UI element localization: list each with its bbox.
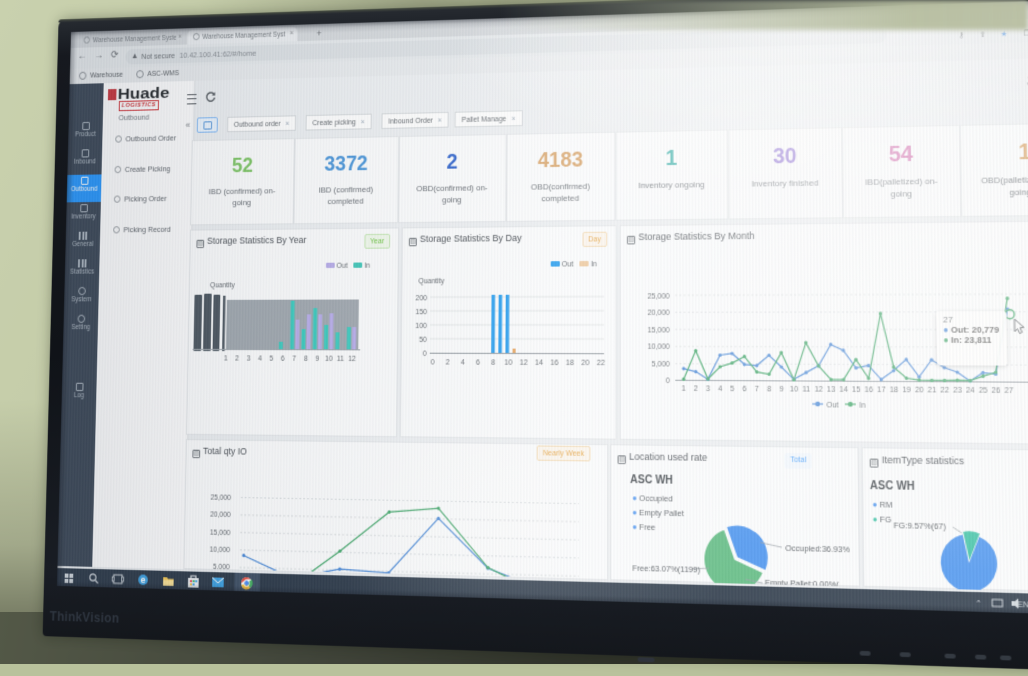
svg-text:13: 13 — [827, 386, 836, 394]
svg-text:8: 8 — [491, 359, 495, 367]
svg-text:12: 12 — [520, 359, 528, 367]
svg-text:0: 0 — [666, 377, 670, 385]
svg-text:11: 11 — [802, 386, 810, 394]
svg-text:22: 22 — [940, 387, 949, 395]
svg-text:4: 4 — [461, 359, 465, 367]
svg-text:6: 6 — [281, 355, 285, 363]
svg-text:12: 12 — [815, 386, 824, 394]
svg-text:200: 200 — [416, 295, 428, 303]
svg-text:0: 0 — [423, 350, 427, 358]
svg-text:10,000: 10,000 — [647, 343, 670, 351]
svg-text:5,000: 5,000 — [213, 563, 230, 571]
svg-text:9: 9 — [315, 355, 319, 363]
svg-text:10: 10 — [504, 359, 512, 367]
svg-text:27: 27 — [1005, 387, 1014, 395]
svg-text:2: 2 — [446, 359, 450, 367]
svg-text:10: 10 — [790, 386, 799, 394]
svg-text:14: 14 — [535, 359, 543, 367]
svg-text:20: 20 — [915, 386, 924, 394]
svg-text:20,000: 20,000 — [210, 511, 231, 519]
svg-text:12: 12 — [348, 355, 356, 363]
svg-text:7: 7 — [755, 385, 760, 393]
svg-text:25,000: 25,000 — [210, 494, 231, 502]
svg-text:1: 1 — [224, 355, 228, 363]
svg-text:15,000: 15,000 — [210, 529, 231, 537]
svg-text:22: 22 — [597, 359, 605, 367]
svg-text:FG:9.57%(67): FG:9.57%(67) — [894, 521, 947, 532]
svg-text:150: 150 — [415, 309, 427, 317]
svg-text:19: 19 — [902, 386, 911, 394]
svg-text:0: 0 — [431, 359, 435, 367]
svg-text:Free:63.07%(1199): Free:63.07%(1199) — [632, 564, 700, 575]
svg-text:5: 5 — [730, 385, 735, 393]
svg-text:20,000: 20,000 — [647, 309, 670, 317]
svg-text:18: 18 — [890, 386, 899, 394]
svg-text:6: 6 — [476, 359, 480, 367]
svg-text:15: 15 — [852, 386, 861, 394]
svg-text:5,000: 5,000 — [652, 361, 671, 369]
svg-text:4: 4 — [718, 385, 722, 393]
svg-text:6: 6 — [743, 385, 748, 393]
svg-text:Out: Out — [826, 402, 839, 410]
svg-text:10: 10 — [325, 355, 333, 363]
svg-text:⌃: ⌃ — [975, 599, 982, 609]
svg-text:100: 100 — [415, 322, 427, 330]
svg-text:18: 18 — [566, 359, 574, 367]
svg-text:2: 2 — [235, 355, 239, 363]
svg-text:In: In — [859, 402, 866, 410]
svg-text:50: 50 — [419, 336, 427, 344]
svg-text:e: e — [141, 574, 146, 585]
svg-text:3: 3 — [706, 385, 710, 393]
svg-text:16: 16 — [864, 386, 873, 394]
svg-text:5: 5 — [269, 355, 273, 363]
svg-text:16: 16 — [550, 359, 558, 367]
svg-text:14: 14 — [839, 386, 848, 394]
svg-text:ENG: ENG — [1017, 600, 1028, 610]
svg-text:26: 26 — [992, 387, 1001, 395]
svg-text:10,000: 10,000 — [209, 546, 230, 554]
svg-text:8: 8 — [767, 386, 772, 394]
svg-text:15,000: 15,000 — [647, 327, 670, 335]
svg-text:9: 9 — [779, 386, 784, 394]
svg-text:24: 24 — [966, 387, 975, 395]
svg-text:7: 7 — [292, 355, 296, 363]
svg-text:2: 2 — [694, 385, 698, 393]
svg-text:11: 11 — [337, 355, 345, 363]
svg-text:23: 23 — [953, 387, 962, 395]
svg-text:8: 8 — [304, 355, 308, 363]
svg-text:17: 17 — [877, 386, 886, 394]
svg-text:20: 20 — [581, 359, 589, 367]
svg-text:4: 4 — [258, 355, 262, 363]
svg-text:25: 25 — [979, 387, 988, 395]
svg-text:1: 1 — [682, 385, 686, 393]
svg-text:25,000: 25,000 — [647, 293, 670, 301]
svg-text:Occupied:36.93%: Occupied:36.93% — [785, 544, 850, 555]
svg-text:3: 3 — [247, 355, 251, 363]
svg-text:21: 21 — [928, 386, 937, 394]
